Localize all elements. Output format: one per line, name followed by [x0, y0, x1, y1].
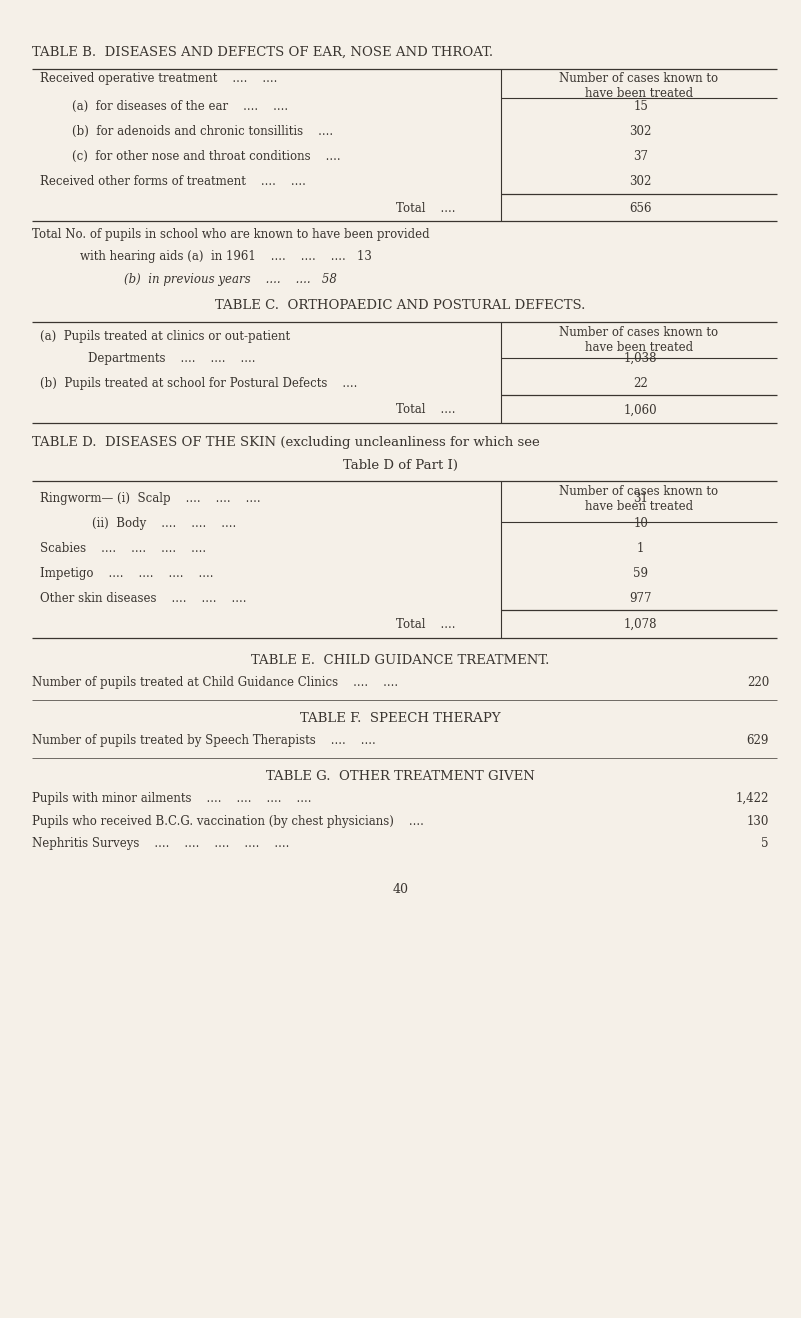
Text: (a)  for diseases of the ear    ....    ....: (a) for diseases of the ear .... ....: [72, 100, 288, 113]
Text: Number of cases known to
have been treated: Number of cases known to have been treat…: [559, 485, 718, 513]
Text: 977: 977: [630, 592, 652, 605]
Text: (ii)  Body    ....    ....    ....: (ii) Body .... .... ....: [92, 517, 236, 530]
Text: (c)  for other nose and throat conditions    ....: (c) for other nose and throat conditions…: [72, 150, 340, 163]
Text: 40: 40: [392, 883, 409, 896]
Text: with hearing aids (a)  in 1961    ....    ....    ....   13: with hearing aids (a) in 1961 .... .... …: [80, 250, 372, 264]
Text: 10: 10: [634, 517, 648, 530]
Text: Pupils with minor ailments    ....    ....    ....    ....: Pupils with minor ailments .... .... ...…: [32, 792, 312, 805]
Text: Number of cases known to
have been treated: Number of cases known to have been treat…: [559, 326, 718, 353]
Text: Total    ....: Total ....: [396, 403, 456, 416]
Text: TABLE F.  SPEECH THERAPY: TABLE F. SPEECH THERAPY: [300, 712, 501, 725]
Text: Number of pupils treated at Child Guidance Clinics    ....    ....: Number of pupils treated at Child Guidan…: [32, 676, 398, 689]
Text: Nephritis Surveys    ....    ....    ....    ....    ....: Nephritis Surveys .... .... .... .... ..…: [32, 837, 289, 850]
Text: Scabies    ....    ....    ....    ....: Scabies .... .... .... ....: [40, 542, 206, 555]
Text: 1,422: 1,422: [735, 792, 769, 805]
Text: 15: 15: [634, 100, 648, 113]
Text: (a)  Pupils treated at clinics or out-patient: (a) Pupils treated at clinics or out-pat…: [40, 330, 290, 343]
Text: Impetigo    ....    ....    ....    ....: Impetigo .... .... .... ....: [40, 567, 214, 580]
Text: Number of pupils treated by Speech Therapists    ....    ....: Number of pupils treated by Speech Thera…: [32, 734, 376, 747]
Text: 1,038: 1,038: [624, 352, 658, 365]
Text: 37: 37: [634, 150, 648, 163]
Text: 302: 302: [630, 175, 652, 188]
Text: (b)  for adenoids and chronic tonsillitis    ....: (b) for adenoids and chronic tonsillitis…: [72, 125, 333, 138]
Text: Total    ....: Total ....: [396, 618, 456, 631]
Text: Other skin diseases    ....    ....    ....: Other skin diseases .... .... ....: [40, 592, 247, 605]
Text: Table D of Part I): Table D of Part I): [343, 459, 458, 472]
Text: Received other forms of treatment    ....    ....: Received other forms of treatment .... .…: [40, 175, 306, 188]
Text: TABLE B.  DISEASES AND DEFECTS OF EAR, NOSE AND THROAT.: TABLE B. DISEASES AND DEFECTS OF EAR, NO…: [32, 46, 493, 59]
Text: 1,078: 1,078: [624, 618, 658, 631]
Text: TABLE G.  OTHER TREATMENT GIVEN: TABLE G. OTHER TREATMENT GIVEN: [266, 770, 535, 783]
Text: 59: 59: [634, 567, 648, 580]
Text: 656: 656: [630, 202, 652, 215]
Text: 22: 22: [634, 377, 648, 390]
Text: (b)  in previous years    ....    ....   58: (b) in previous years .... .... 58: [124, 273, 337, 286]
Text: TABLE E.  CHILD GUIDANCE TREATMENT.: TABLE E. CHILD GUIDANCE TREATMENT.: [252, 654, 549, 667]
Text: Total No. of pupils in school who are known to have been provided: Total No. of pupils in school who are kn…: [32, 228, 429, 241]
Text: Departments    ....    ....    ....: Departments .... .... ....: [88, 352, 256, 365]
Text: 1,060: 1,060: [624, 403, 658, 416]
Text: Number of cases known to
have been treated: Number of cases known to have been treat…: [559, 72, 718, 100]
Text: 1: 1: [637, 542, 645, 555]
Text: 130: 130: [747, 815, 769, 828]
Text: Received operative treatment    ....    ....: Received operative treatment .... ....: [40, 72, 277, 86]
Text: TABLE D.  DISEASES OF THE SKIN (excluding uncleanliness for which see: TABLE D. DISEASES OF THE SKIN (excluding…: [32, 436, 540, 449]
Text: 629: 629: [747, 734, 769, 747]
Text: Total    ....: Total ....: [396, 202, 456, 215]
Text: (b)  Pupils treated at school for Postural Defects    ....: (b) Pupils treated at school for Postura…: [40, 377, 357, 390]
Text: TABLE C.  ORTHOPAEDIC AND POSTURAL DEFECTS.: TABLE C. ORTHOPAEDIC AND POSTURAL DEFECT…: [215, 299, 586, 312]
Text: Pupils who received B.C.G. vaccination (by chest physicians)    ....: Pupils who received B.C.G. vaccination (…: [32, 815, 424, 828]
Text: 220: 220: [747, 676, 769, 689]
Text: 302: 302: [630, 125, 652, 138]
Text: 5: 5: [762, 837, 769, 850]
Text: 31: 31: [634, 492, 648, 505]
Text: Ringworm— (i)  Scalp    ....    ....    ....: Ringworm— (i) Scalp .... .... ....: [40, 492, 260, 505]
